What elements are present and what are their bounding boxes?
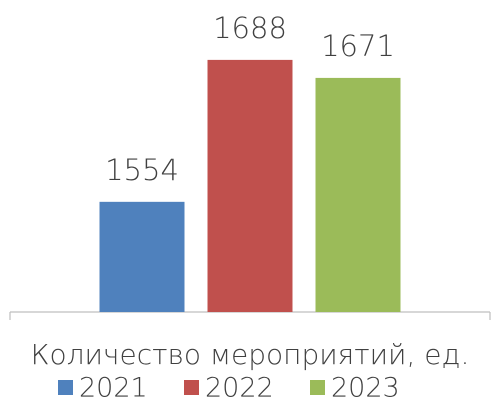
data-label: 1688	[213, 11, 287, 45]
legend-swatch	[310, 380, 325, 395]
legend-swatch	[184, 380, 199, 395]
x-tick-label: Количество мероприятий, ед.	[31, 338, 470, 371]
data-label: 1554	[105, 153, 179, 187]
legend-label: 2021	[79, 373, 148, 402]
legend-label: 2023	[331, 373, 400, 402]
legend-label: 2022	[205, 373, 274, 402]
data-label: 1671	[321, 29, 395, 63]
bar	[99, 201, 185, 312]
bar	[207, 59, 293, 312]
bar	[315, 77, 401, 312]
legend-swatch	[58, 380, 73, 395]
